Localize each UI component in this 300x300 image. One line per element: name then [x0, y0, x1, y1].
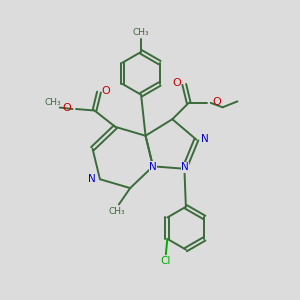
Text: CH₃: CH₃: [108, 207, 125, 216]
Text: O: O: [62, 103, 71, 113]
Text: Cl: Cl: [161, 256, 171, 266]
Text: N: N: [181, 162, 189, 172]
Text: CH₃: CH₃: [133, 28, 149, 37]
Text: N: N: [149, 162, 157, 172]
Text: N: N: [201, 134, 209, 144]
Text: O: O: [172, 78, 181, 88]
Text: O: O: [212, 97, 221, 107]
Text: N: N: [88, 174, 96, 184]
Text: CH₃: CH₃: [45, 98, 62, 107]
Text: O: O: [101, 85, 110, 96]
